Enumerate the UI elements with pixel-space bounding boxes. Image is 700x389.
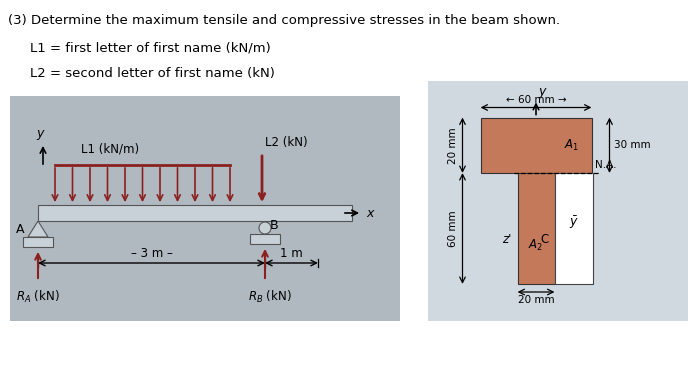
Text: ← 60 mm →: ← 60 mm →: [505, 95, 566, 105]
Text: (3) Determine the maximum tensile and compressive stresses in the beam shown.: (3) Determine the maximum tensile and co…: [8, 14, 560, 27]
Text: A: A: [16, 223, 25, 236]
Text: N.A.: N.A.: [596, 160, 617, 170]
Text: 1 m: 1 m: [280, 247, 303, 260]
Text: $R_A$ (kN): $R_A$ (kN): [16, 289, 60, 305]
Bar: [10, 96, 400, 321]
Text: 20 mm: 20 mm: [518, 295, 554, 305]
Text: – 3 m –: – 3 m –: [131, 247, 172, 260]
Text: z': z': [502, 233, 512, 246]
Text: C: C: [540, 233, 548, 246]
Text: L1 = first letter of first name (kN/m): L1 = first letter of first name (kN/m): [30, 41, 271, 54]
Bar: [428, 81, 688, 321]
Circle shape: [259, 222, 271, 234]
Text: L1 (kN/m): L1 (kN/m): [81, 142, 139, 155]
Text: L2 (kN): L2 (kN): [265, 136, 307, 149]
Text: B: B: [270, 219, 279, 232]
Bar: [38, 205, 352, 221]
Polygon shape: [28, 221, 48, 237]
Text: x: x: [366, 207, 373, 219]
Bar: [554, 173, 592, 284]
Text: 30 mm: 30 mm: [613, 140, 650, 150]
Bar: [23, 237, 53, 247]
Bar: [250, 234, 280, 244]
Bar: [517, 173, 554, 284]
Text: 60 mm: 60 mm: [449, 210, 458, 247]
Text: y: y: [36, 127, 43, 140]
Text: $A_2$: $A_2$: [528, 238, 544, 253]
Text: L2 = second letter of first name (kN): L2 = second letter of first name (kN): [30, 67, 275, 80]
Text: y: y: [538, 84, 545, 98]
Text: $\bar{y}$: $\bar{y}$: [568, 215, 578, 231]
Text: 20 mm: 20 mm: [449, 127, 458, 163]
Text: $A_1$: $A_1$: [564, 138, 580, 153]
Text: $R_B$ (kN): $R_B$ (kN): [248, 289, 292, 305]
Bar: [480, 117, 592, 173]
